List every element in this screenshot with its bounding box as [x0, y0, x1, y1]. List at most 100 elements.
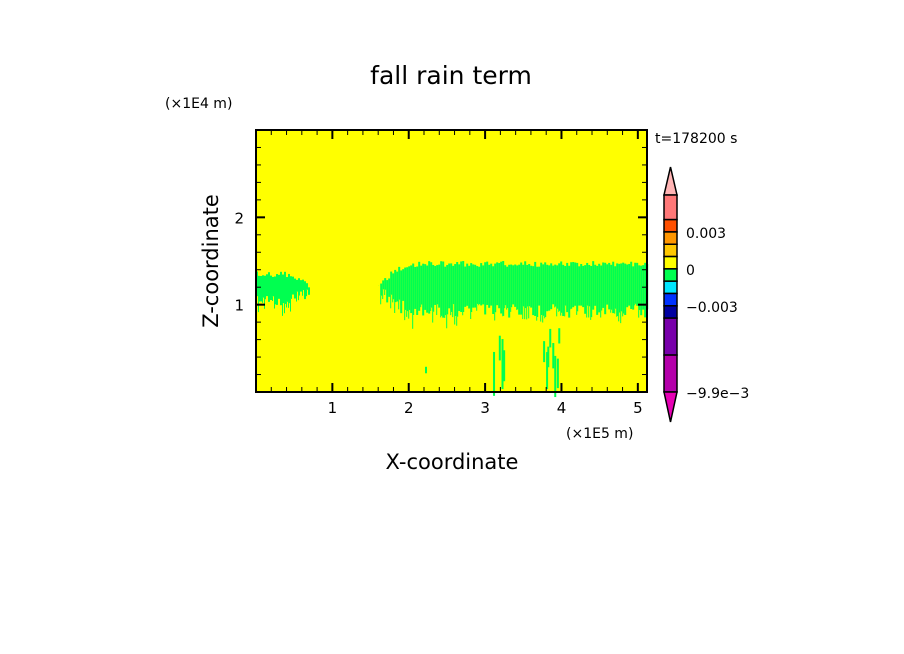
field-column: [574, 262, 577, 306]
field-streak: [526, 306, 528, 320]
field-streak: [552, 343, 555, 369]
field-streak: [272, 296, 273, 302]
field-column: [528, 264, 531, 307]
field-column: [454, 264, 457, 317]
field-column: [304, 281, 306, 300]
field-streak: [296, 291, 297, 302]
field-column: [488, 264, 491, 308]
field-column: [466, 263, 469, 306]
field-column: [514, 264, 517, 307]
field-column: [302, 279, 304, 291]
field-streak: [440, 315, 442, 318]
heatmap-background: [256, 130, 647, 392]
field-column: [270, 275, 272, 301]
field-column: [636, 262, 639, 306]
field-column: [550, 263, 553, 310]
field-column: [536, 266, 539, 317]
field-column: [396, 271, 399, 302]
field-column: [524, 261, 527, 309]
field-column: [394, 269, 397, 303]
field-column: [298, 278, 300, 296]
field-column: [436, 265, 439, 305]
field-column: [292, 276, 294, 295]
field-column: [408, 266, 411, 310]
field-column: [276, 274, 278, 305]
field-streak: [586, 305, 588, 318]
field-column: [608, 262, 611, 310]
field-streak: [444, 315, 446, 318]
field-streak: [547, 346, 550, 368]
field-streak: [558, 310, 560, 312]
field-streak: [516, 309, 518, 311]
axes: 1 2 3 4 5 1 2: [234, 129, 648, 417]
field-streak: [262, 297, 263, 303]
field-column: [446, 265, 449, 315]
field-streak: [284, 303, 285, 314]
field-streak: [510, 307, 512, 312]
field-column: [502, 261, 505, 316]
field-column: [478, 266, 481, 305]
field-column: [428, 261, 431, 314]
field-column: [410, 265, 413, 314]
colorbar-box: [663, 280, 678, 295]
time-label: t=178200 s: [655, 131, 737, 147]
field-streak: [404, 309, 406, 321]
field-column: [568, 265, 571, 318]
field-streak: [620, 311, 622, 324]
y-axis-label: Z-coordinate: [199, 194, 223, 328]
y-tick-label: 1: [234, 297, 244, 315]
field-streak: [614, 308, 616, 314]
field-streak: [543, 341, 546, 363]
field-column: [420, 265, 423, 305]
field-streak: [610, 309, 612, 313]
field-column: [272, 276, 274, 297]
field-streak: [536, 316, 538, 321]
field-column: [306, 283, 308, 290]
field-column: [452, 265, 455, 305]
field-column: [612, 261, 615, 314]
field-column: [618, 263, 621, 313]
field-column: [544, 262, 547, 317]
field-streak: [384, 289, 386, 295]
field-column: [580, 263, 583, 306]
field-column: [482, 265, 485, 305]
colorbar-label: −9.9e−3: [686, 386, 749, 402]
field-column: [628, 263, 631, 306]
y-tick-label: 2: [234, 209, 244, 227]
field-column: [592, 261, 595, 310]
field-streak: [302, 290, 303, 296]
field-column: [430, 262, 433, 308]
field-streak: [432, 311, 434, 323]
field-column: [406, 267, 409, 312]
field-streak: [554, 355, 557, 398]
field-column: [414, 266, 417, 309]
field-column: [424, 264, 427, 310]
field-column: [616, 263, 619, 317]
field-column: [626, 264, 629, 308]
field-column: [498, 263, 501, 309]
field-column: [426, 265, 429, 313]
field-streak: [503, 350, 506, 382]
field-column: [588, 264, 591, 307]
colorbar-box: [663, 218, 678, 233]
colorbar-box: [663, 317, 678, 356]
field-column: [380, 283, 383, 296]
field-column: [604, 262, 607, 315]
field-column: [622, 262, 625, 314]
field-streak: [470, 312, 472, 319]
colorbar-box: [663, 354, 678, 393]
field-column: [390, 271, 393, 295]
chart-title: fall rain term: [370, 61, 532, 90]
field-streak: [290, 298, 291, 312]
field-column: [610, 264, 613, 310]
field-column: [582, 265, 585, 308]
field-column: [300, 280, 302, 292]
field-streak: [542, 315, 544, 323]
field-column: [490, 263, 493, 306]
x-tick-label: 1: [328, 399, 338, 417]
field-column: [462, 261, 465, 312]
field-column: [598, 263, 601, 313]
field-streak: [522, 306, 524, 320]
field-column: [540, 262, 543, 315]
field-streak: [286, 301, 287, 308]
